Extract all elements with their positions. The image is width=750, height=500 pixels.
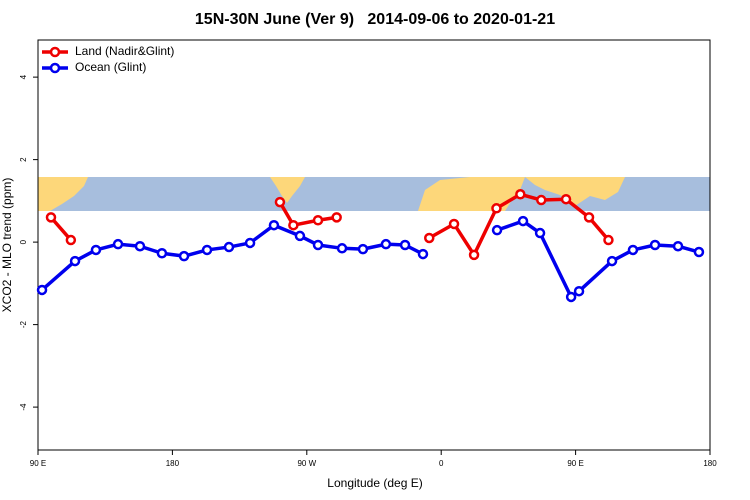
data-point <box>380 238 392 250</box>
data-point <box>672 240 684 252</box>
data-point <box>357 243 369 255</box>
data-point <box>560 193 572 205</box>
data-point <box>45 212 57 223</box>
x-tick-label: 180 <box>166 459 180 468</box>
data-point <box>536 194 547 206</box>
data-point <box>603 234 614 246</box>
plot-frame <box>37 39 711 451</box>
legend-marker <box>49 62 61 74</box>
data-point <box>424 232 435 244</box>
data-point <box>336 243 348 254</box>
data-point <box>583 212 595 223</box>
data-point <box>417 248 429 260</box>
data-point <box>399 239 411 251</box>
data-point <box>448 218 460 230</box>
x-tick-label: 90 E <box>30 459 46 468</box>
data-point <box>491 203 502 214</box>
x-tick-label: 0 <box>439 459 444 468</box>
data-point <box>565 291 577 303</box>
data-point <box>627 244 639 256</box>
data-point <box>515 189 526 200</box>
data-point <box>491 224 503 236</box>
data-point <box>90 244 102 256</box>
y-tick-label: -4 <box>19 403 28 411</box>
chart-title: 15N-30N June (Ver 9) 2014-09-06 to 2020-… <box>195 11 555 28</box>
data-point <box>573 285 585 297</box>
data-point <box>294 230 306 242</box>
legend-label: Land (Nadir&Glint) <box>75 44 174 58</box>
data-point <box>268 219 280 231</box>
x-tick-label: 90 W <box>297 459 316 468</box>
data-point <box>112 238 124 250</box>
data-point <box>312 215 324 226</box>
data-point <box>331 212 342 223</box>
data-point <box>693 246 705 258</box>
data-point <box>312 239 324 251</box>
data-point <box>69 255 81 267</box>
y-tick-label: 0 <box>19 239 28 244</box>
legend-label: Ocean (Glint) <box>75 60 146 74</box>
y-tick-label: 4 <box>19 74 28 79</box>
y-axis-label: XCO2 - MLO trend (ppm) <box>0 178 14 313</box>
data-point <box>649 239 661 251</box>
data-point <box>244 237 256 249</box>
data-point <box>223 241 235 253</box>
x-tick-label: 180 <box>703 459 717 468</box>
y-tick-label: -2 <box>19 321 28 329</box>
y-tick-label: 2 <box>19 157 28 162</box>
data-point <box>36 284 48 296</box>
data-point <box>274 196 286 208</box>
data-point <box>134 240 146 252</box>
data-point <box>156 247 168 259</box>
data-point <box>288 219 299 231</box>
data-point <box>468 249 480 261</box>
data-point <box>606 255 618 267</box>
data-point <box>534 227 546 239</box>
map-strip <box>38 177 710 211</box>
data-point <box>65 234 77 246</box>
data-point <box>178 250 190 262</box>
legend-marker <box>49 46 61 58</box>
x-axis-label: Longitude (deg E) <box>327 476 422 490</box>
data-point <box>517 215 529 227</box>
data-point <box>201 244 213 256</box>
x-tick-label: 90 E <box>567 459 583 468</box>
